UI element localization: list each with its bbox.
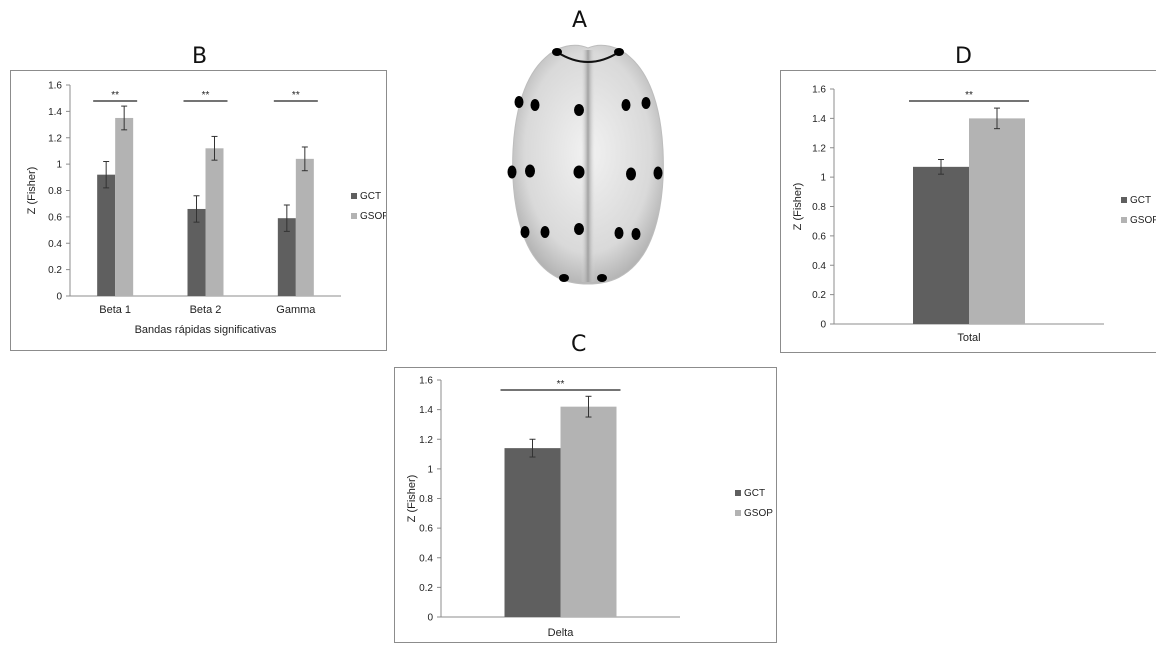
y-tick-label: 0.8 — [419, 494, 433, 505]
chart-panel-c: 0 0.2 0.4 0.6 0.8 1 1.2 1.4 1.6 Z (Fisher) ** Delta… — [394, 367, 777, 643]
y-tick-label: 1 — [820, 173, 826, 184]
x-axis-label: Bandas rápidas significativas — [135, 324, 277, 336]
x-category-label: Total — [957, 332, 980, 344]
y-axis-label: Z (Fisher) — [792, 183, 804, 231]
y-tick-label: 0.2 — [812, 290, 826, 301]
frontal-connection-line — [556, 51, 620, 63]
y-tick-label: 1 — [427, 464, 433, 475]
significance-label: ** — [557, 379, 565, 390]
y-tick-label: 0.6 — [48, 212, 62, 223]
electrode — [552, 48, 562, 56]
electrode-dots — [507, 48, 663, 282]
y-tick-label: 1 — [56, 160, 62, 171]
legend-swatch-gct — [735, 490, 741, 496]
bar-gsop — [205, 148, 224, 296]
panel-label-a: A — [572, 8, 588, 33]
y-tick-label: 1.2 — [48, 133, 62, 144]
electrode — [507, 165, 517, 179]
significance-label: ** — [292, 90, 300, 101]
bar-gct — [97, 174, 116, 296]
bar-chart-bands: 0 0.2 0.4 0.6 0.8 1 1.2 1.4 1.6 Z (Fisher) ** Beta … — [26, 81, 389, 337]
legend-label: GSOP — [360, 211, 386, 222]
bar-gsop — [969, 118, 1025, 324]
y-tick-label: 1.4 — [419, 405, 433, 416]
y-tick-label: 0 — [820, 320, 826, 331]
y-tick-label: 0.6 — [812, 231, 826, 242]
y-tick-label: 1.6 — [419, 376, 433, 387]
electrode — [653, 166, 663, 180]
y-tick-label: 1.4 — [812, 114, 826, 125]
bar-gct — [504, 448, 561, 617]
electrode — [525, 164, 535, 178]
brain-topview-icon — [507, 44, 664, 285]
legend-swatch-gsop — [1121, 217, 1127, 223]
electrode — [514, 96, 524, 108]
panel-label-b: B — [192, 44, 208, 69]
panel-label-d: D — [955, 44, 972, 69]
y-tick-label: 0.8 — [48, 186, 62, 197]
longitudinal-fissure — [581, 50, 595, 282]
y-tick-label: 0.2 — [48, 265, 62, 276]
x-category-label: Beta 2 — [190, 304, 222, 316]
legend-swatch-gct — [351, 193, 357, 199]
y-tick-label: 0 — [427, 613, 433, 624]
bar-gsop — [115, 117, 134, 296]
electrode — [530, 99, 540, 111]
bar-gsop — [295, 158, 314, 296]
electrode — [614, 227, 624, 239]
y-tick-label: 1.6 — [812, 85, 826, 96]
electrode — [559, 274, 569, 282]
chart-panel-b: 0 0.2 0.4 0.6 0.8 1 1.2 1.4 1.6 Z (Fisher) ** Beta … — [10, 70, 389, 351]
bar-chart-delta: 0 0.2 0.4 0.6 0.8 1 1.2 1.4 1.6 Z (Fisher) ** Delta… — [406, 376, 773, 640]
y-tick-label: 0.8 — [812, 202, 826, 213]
electrode — [520, 226, 530, 238]
electrode — [641, 97, 651, 109]
legend-swatch-gsop — [735, 510, 741, 516]
bar-gct — [187, 208, 206, 296]
y-tick-label: 0.4 — [48, 239, 62, 250]
panel-label-c: C — [571, 332, 587, 357]
y-tick-label: 1.6 — [48, 81, 62, 92]
electrode — [573, 165, 585, 179]
electrode — [614, 48, 624, 56]
electrode — [540, 226, 550, 238]
y-tick-label: 0.2 — [419, 583, 433, 594]
legend-swatch-gct — [1121, 197, 1127, 203]
significance-label: ** — [111, 90, 119, 101]
y-axis-label: Z (Fisher) — [26, 167, 38, 215]
y-tick-label: 1.4 — [48, 107, 62, 118]
chart-panel-d: 0 0.2 0.4 0.6 0.8 1 1.2 1.4 1.6 Z (Fisher) ** Total… — [780, 70, 1156, 353]
y-tick-label: 0.4 — [812, 261, 826, 272]
y-tick-label: 1.2 — [812, 143, 826, 154]
significance-label: ** — [965, 90, 973, 101]
y-tick-label: 1.2 — [419, 435, 433, 446]
significance-label: ** — [202, 90, 210, 101]
legend-swatch-gsop — [351, 213, 357, 219]
legend-label: GCT — [1130, 195, 1151, 206]
electrode — [621, 99, 631, 111]
x-category-label: Beta 1 — [99, 304, 131, 316]
electrode — [574, 104, 584, 116]
y-tick-label: 0 — [56, 292, 62, 303]
electrode — [574, 223, 584, 235]
legend-label: GSOP — [1130, 215, 1156, 226]
electrode — [626, 167, 636, 181]
electrode — [631, 228, 641, 240]
brain-electrode-map — [495, 40, 682, 298]
bar-chart-total: 0 0.2 0.4 0.6 0.8 1 1.2 1.4 1.6 Z (Fisher) ** Total… — [792, 85, 1156, 345]
y-tick-label: 0.6 — [419, 524, 433, 535]
bar-gct — [277, 218, 296, 296]
legend-label: GCT — [744, 488, 765, 499]
bar-gct — [913, 166, 969, 324]
y-axis-label: Z (Fisher) — [406, 475, 418, 523]
electrode — [597, 274, 607, 282]
legend-label: GCT — [360, 191, 381, 202]
legend-label: GSOP — [744, 508, 773, 519]
x-category-label: Delta — [548, 627, 575, 639]
x-category-label: Gamma — [276, 304, 316, 316]
y-tick-label: 0.4 — [419, 553, 433, 564]
bar-gsop — [560, 406, 617, 617]
